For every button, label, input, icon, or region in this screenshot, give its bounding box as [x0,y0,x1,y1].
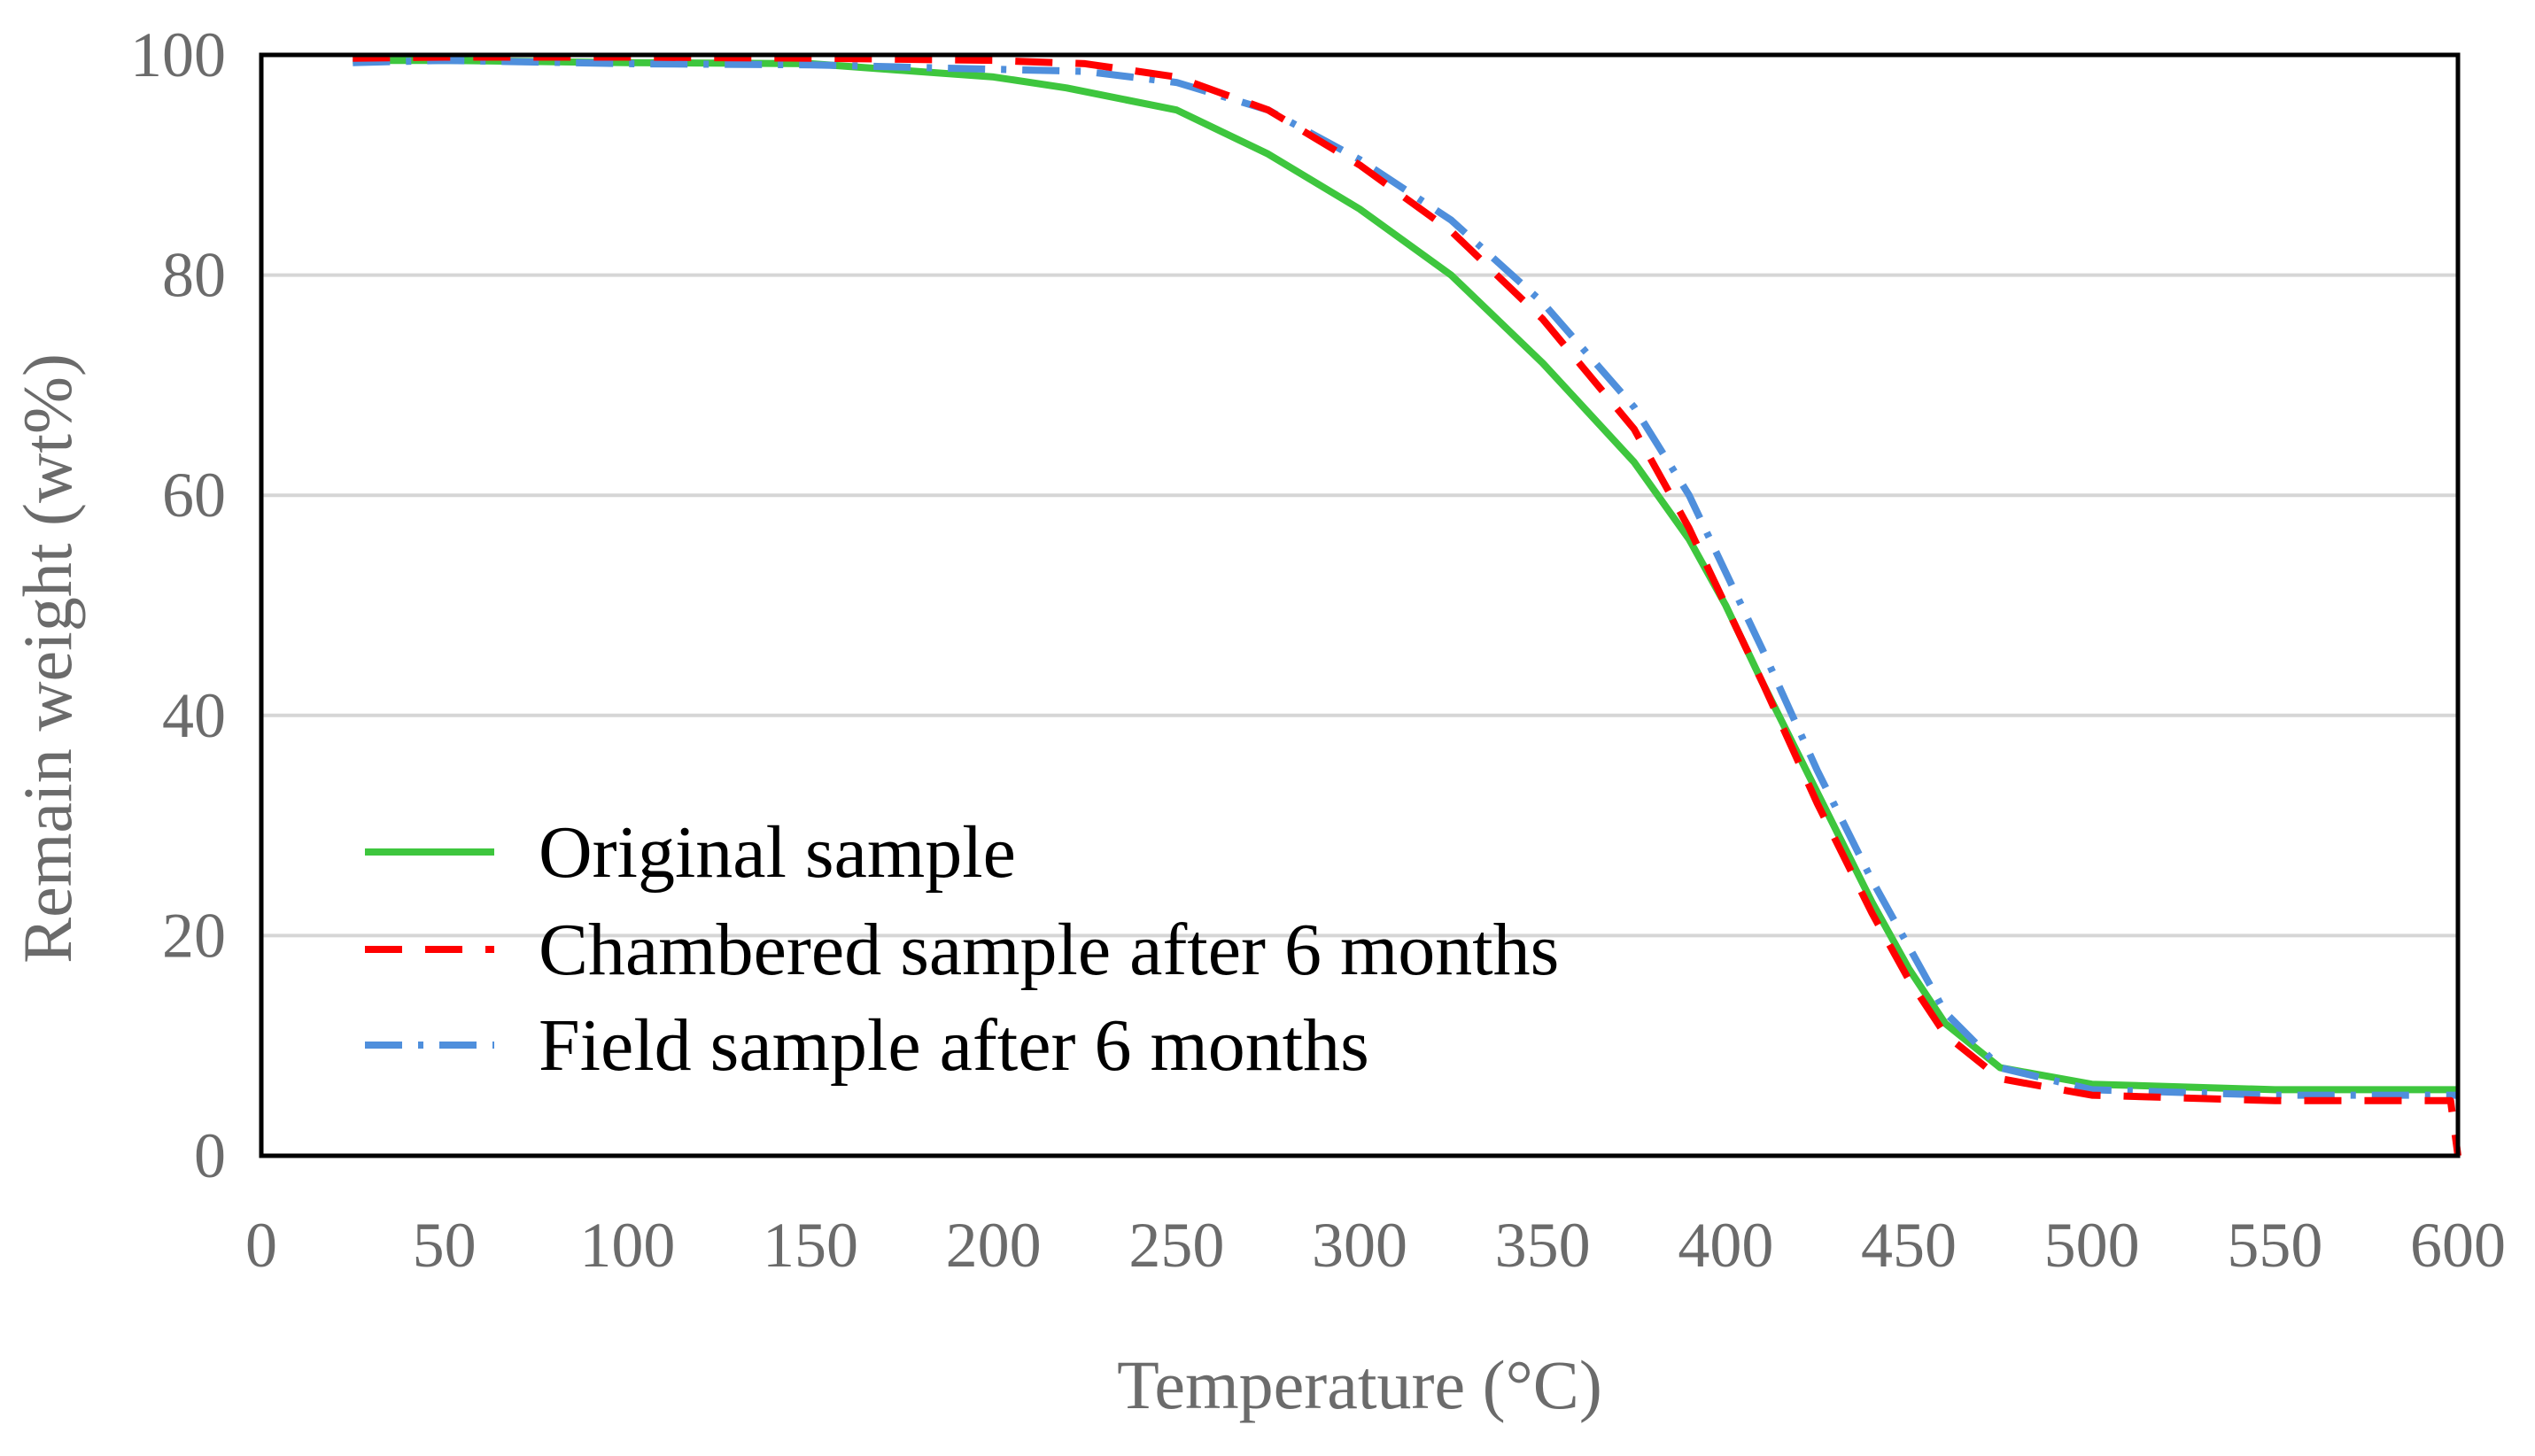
x-tick-label: 300 [1312,1210,1407,1281]
x-tick-label: 550 [2227,1210,2322,1281]
series-line-2 [353,53,2461,1157]
plot-frame [259,52,2461,1158]
x-tick-label: 0 [245,1210,277,1281]
legend: Original sample Chambered sample after 6 … [365,811,1559,1087]
x-tick-label: 200 [946,1210,1042,1281]
x-tick-label: 50 [413,1210,477,1281]
x-tick-label: 150 [763,1210,858,1281]
x-tick-label: 100 [579,1210,675,1281]
series-line-3 [353,57,2458,1099]
x-axis-ticks: 0 50 100 150 200 250 300 350 400 450 500 550 600 [245,1210,2506,1281]
x-tick-label: 450 [1861,1210,1957,1281]
y-tick-label: 80 [162,240,226,311]
gridlines [261,273,2458,938]
x-axis-title: Temperature (°C) [1117,1346,1602,1423]
y-tick-label: 0 [194,1120,226,1191]
y-tick-label: 60 [162,460,226,531]
legend-label-1: Original sample [539,811,1016,894]
series-lines [353,53,2461,1157]
y-tick-label: 20 [162,900,226,971]
y-tick-label: 100 [130,19,226,90]
legend-label-2: Chambered sample after 6 months [539,909,1559,991]
y-tick-label: 40 [162,680,226,751]
series-line-1 [353,57,2458,1094]
x-tick-label: 500 [2044,1210,2140,1281]
y-axis-ticks: 0 20 40 60 80 100 [130,19,226,1191]
y-axis-title: Remain weight (wt%) [9,353,86,964]
x-tick-label: 400 [1678,1210,1773,1281]
legend-label-3: Field sample after 6 months [539,1004,1369,1087]
x-tick-label: 350 [1495,1210,1591,1281]
x-tick-label: 600 [2410,1210,2506,1281]
x-tick-label: 250 [1128,1210,1224,1281]
